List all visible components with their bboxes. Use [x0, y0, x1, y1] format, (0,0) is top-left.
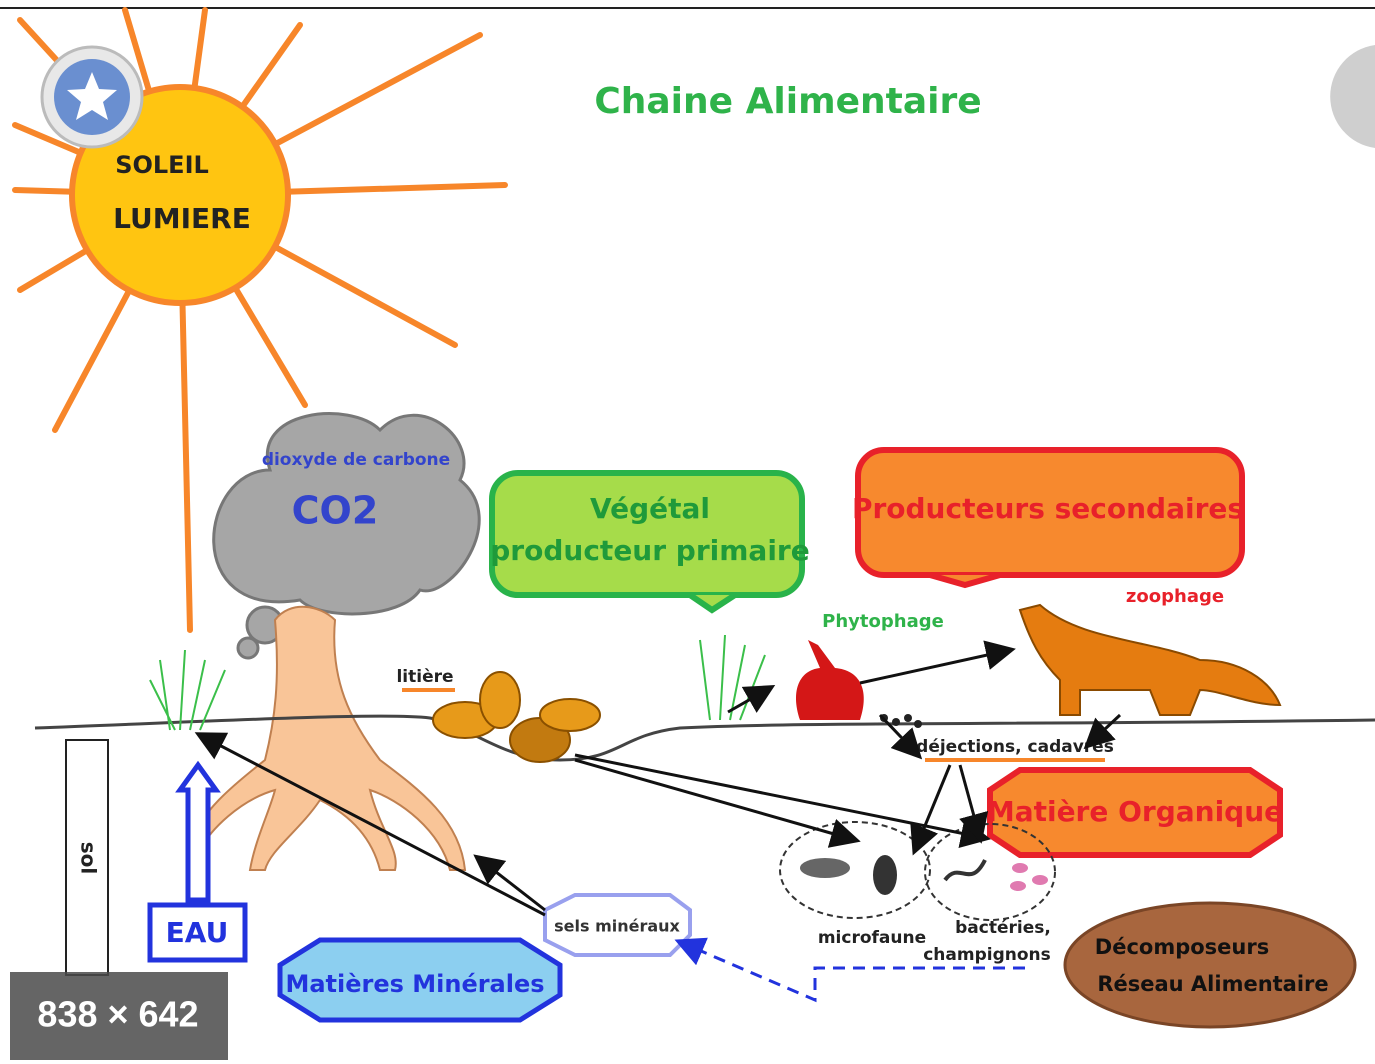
- waste-label: déjections, cadavres: [916, 737, 1114, 757]
- decomposers-label: Décomposeurs: [1095, 935, 1269, 959]
- bacteria-label: champignons: [923, 945, 1051, 965]
- favorite-button[interactable]: [42, 47, 142, 147]
- cloud-puff: [238, 638, 258, 658]
- mineral-label: Matières Minérales: [285, 970, 544, 998]
- soil-label: sol: [77, 842, 101, 875]
- co2-label: dioxyde de carbone: [262, 450, 450, 470]
- plant-label: Végétal: [590, 492, 710, 525]
- secondary-label: Producteurs secondaires: [852, 492, 1244, 525]
- phytophage-label: Phytophage: [822, 611, 944, 632]
- decomposers-label: Réseau Alimentaire: [1097, 972, 1328, 996]
- bacteria-label: bactéries,: [955, 918, 1051, 938]
- litter-label: litière: [396, 667, 453, 687]
- water-label: EAU: [166, 916, 229, 949]
- dimensions-label: 838 × 642: [37, 994, 198, 1035]
- decomposers-ellipse: [1065, 903, 1355, 1027]
- zoophage-label: zoophage: [1126, 586, 1224, 607]
- diagram: SOLEIL LUMIERE Chaine Alimentaire dioxyd…: [0, 0, 1375, 1064]
- sun-label: SOLEIL: [115, 151, 209, 179]
- co2-label: CO2: [292, 489, 379, 533]
- title: Chaine Alimentaire: [594, 81, 981, 122]
- microfauna-label: microfaune: [818, 928, 926, 948]
- plant-label: producteur primaire: [490, 534, 809, 567]
- sun-label: LUMIERE: [113, 202, 251, 235]
- organic-label: Matière Organique: [987, 795, 1283, 828]
- salts-label: sels minéraux: [554, 917, 680, 936]
